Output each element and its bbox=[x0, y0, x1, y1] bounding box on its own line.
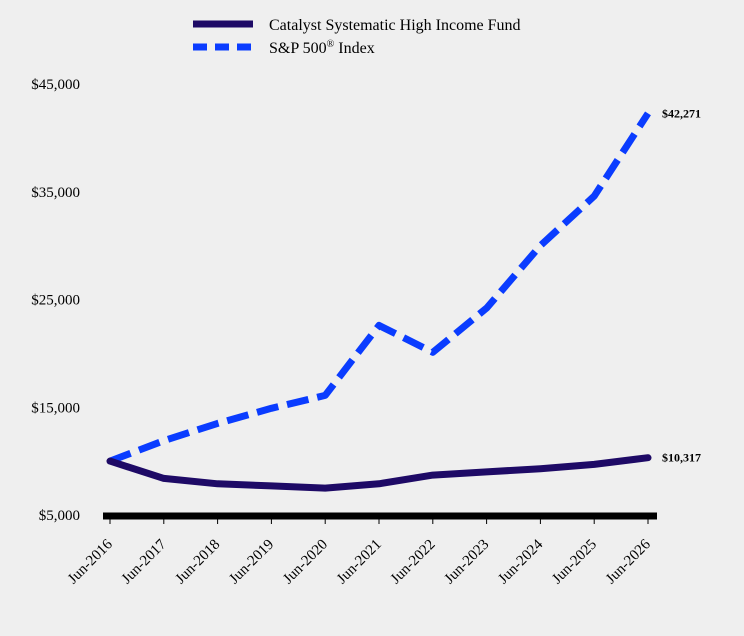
series-line-fund bbox=[106, 454, 652, 492]
x-tick-label: Jun-2018 bbox=[173, 537, 224, 588]
end-label-index: $42,271 bbox=[662, 106, 701, 120]
x-tick-label: Jun-2026 bbox=[603, 536, 654, 587]
y-axis: $5,000 $15,000 $25,000 $35,000 $45,000 bbox=[31, 77, 80, 524]
x-tick-label: Jun-2021 bbox=[334, 537, 385, 588]
legend-label-fund: Catalyst Systematic High Income Fund bbox=[269, 17, 521, 34]
x-tick-label: Jun-2024 bbox=[495, 536, 546, 587]
legend-label-index: S&P 500® Index bbox=[269, 39, 375, 57]
legend-label-index-superscript: ® bbox=[327, 39, 335, 50]
y-tick-label: $15,000 bbox=[31, 400, 80, 416]
end-label-fund: $10,317 bbox=[662, 451, 701, 465]
series-lines bbox=[106, 111, 652, 492]
x-tick-label: Jun-2022 bbox=[388, 537, 439, 588]
series-line-index bbox=[108, 111, 651, 465]
end-labels: $10,317 $42,271 bbox=[662, 106, 701, 464]
y-tick-label: $35,000 bbox=[31, 185, 80, 201]
x-axis: Jun-2016 Jun-2017 Jun-2018 Jun-2019 Jun-2020… bbox=[65, 512, 657, 588]
x-tick-label: Jun-2016 bbox=[65, 536, 116, 587]
x-tick-label: Jun-2019 bbox=[226, 537, 277, 588]
legend: Catalyst Systematic High Income Fund S&P… bbox=[193, 17, 521, 57]
legend-label-index-suffix: Index bbox=[334, 40, 374, 57]
x-tick-label: Jun-2020 bbox=[280, 537, 331, 588]
y-tick-label: $25,000 bbox=[31, 293, 80, 309]
y-tick-label: $45,000 bbox=[31, 77, 80, 93]
x-tick-label: Jun-2025 bbox=[549, 537, 600, 588]
x-tick-label: Jun-2023 bbox=[442, 537, 493, 588]
legend-label-index-name: S&P 500 bbox=[269, 40, 327, 57]
y-tick-label: $5,000 bbox=[39, 508, 80, 524]
x-tick-label: Jun-2017 bbox=[119, 536, 170, 587]
